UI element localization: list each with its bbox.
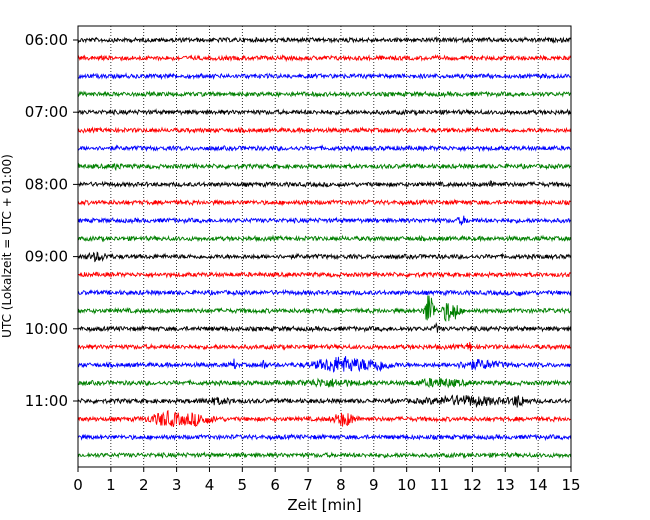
- y-tick-label-0800: 08:00: [25, 175, 68, 193]
- trace-1115: [77, 410, 571, 428]
- trace-0730: [77, 144, 571, 153]
- trace-1030: [77, 355, 571, 373]
- y-axis-ticks: 06:00 07:00 08:00 09:00 10:00 11:00: [25, 31, 78, 410]
- trace-0800: [77, 180, 571, 189]
- trace-1145: [77, 451, 572, 459]
- x-tick-label-7: 7: [303, 476, 313, 494]
- trace-0930: [77, 288, 572, 297]
- x-tick-label-13: 13: [496, 476, 515, 494]
- trace-0700: [77, 108, 572, 116]
- x-axis-label: Zeit [min]: [287, 496, 361, 514]
- x-tick-label-14: 14: [529, 476, 548, 494]
- x-tick-label-0: 0: [73, 476, 83, 494]
- y-tick-label-1000: 10:00: [25, 320, 68, 338]
- trace-0945: [77, 295, 571, 322]
- plot-frame: [77, 25, 572, 468]
- trace-0900: [77, 251, 572, 263]
- trace-0830: [77, 215, 571, 226]
- x-tick-label-2: 2: [139, 476, 149, 494]
- trace-1100: [77, 394, 571, 409]
- y-tick-label-0900: 09:00: [25, 248, 68, 266]
- x-tick-label-8: 8: [336, 476, 346, 494]
- trace-0600: [77, 36, 572, 44]
- y-axis-label: UTC (Lokalzeit = UTC + 01:00): [0, 154, 14, 338]
- x-tick-label-11: 11: [430, 476, 449, 494]
- trace-1130: [77, 433, 572, 442]
- trace-1000: [77, 322, 572, 333]
- y-tick-label-0600: 06:00: [25, 31, 68, 49]
- trace-0745: [77, 162, 571, 172]
- trace-0715: [77, 126, 572, 134]
- trace-1015: [77, 341, 571, 352]
- trace-0645: [77, 90, 571, 99]
- x-tick-label-5: 5: [238, 476, 248, 494]
- seismogram-traces: [77, 36, 572, 459]
- x-axis-ticks: 0 1 2 3 4 5 6 7 8 9 10 11 12 13 14 15: [73, 467, 581, 494]
- x-tick-label-3: 3: [172, 476, 182, 494]
- x-tick-label-15: 15: [561, 476, 580, 494]
- x-tick-label-12: 12: [463, 476, 482, 494]
- y-tick-label-1100: 11:00: [25, 392, 68, 410]
- x-tick-label-4: 4: [205, 476, 215, 494]
- x-tick-label-6: 6: [270, 476, 280, 494]
- trace-0615: [77, 53, 572, 63]
- trace-0915: [77, 270, 571, 279]
- x-tick-label-9: 9: [369, 476, 379, 494]
- trace-0815: [77, 198, 571, 207]
- trace-0845: [77, 234, 572, 243]
- trace-0630: [77, 72, 571, 81]
- y-tick-label-0700: 07:00: [25, 103, 68, 121]
- trace-1045: [77, 377, 571, 389]
- x-tick-label-1: 1: [106, 476, 116, 494]
- x-tick-label-10: 10: [397, 476, 416, 494]
